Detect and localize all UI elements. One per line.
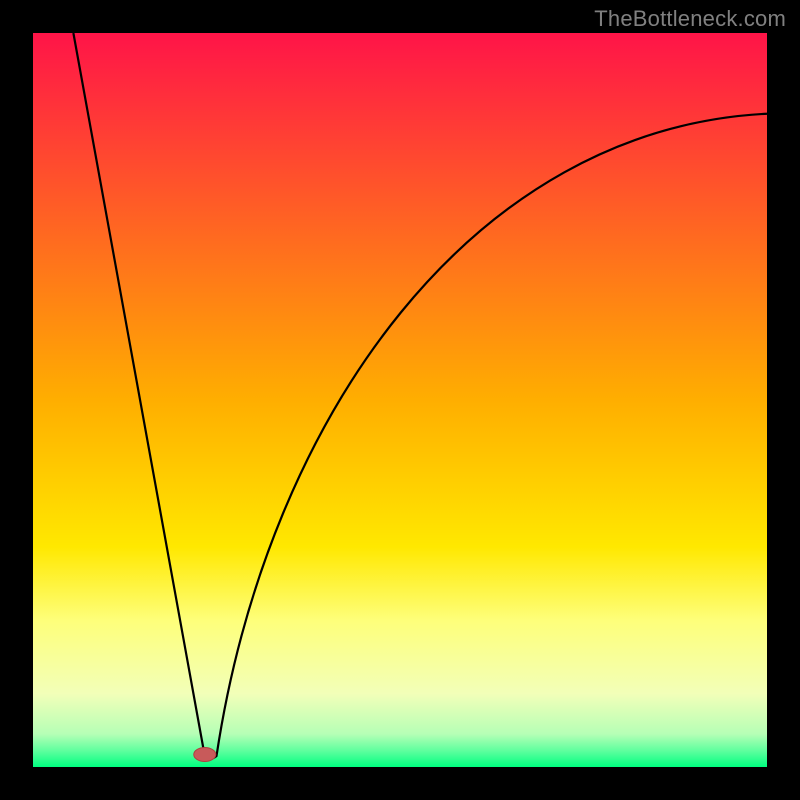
watermark: TheBottleneck.com — [594, 6, 786, 32]
chart-container: { "watermark": "TheBottleneck.com", "cha… — [0, 0, 800, 800]
minimum-marker — [194, 748, 216, 762]
bottleneck-chart — [0, 0, 800, 800]
plot-background — [33, 33, 767, 767]
